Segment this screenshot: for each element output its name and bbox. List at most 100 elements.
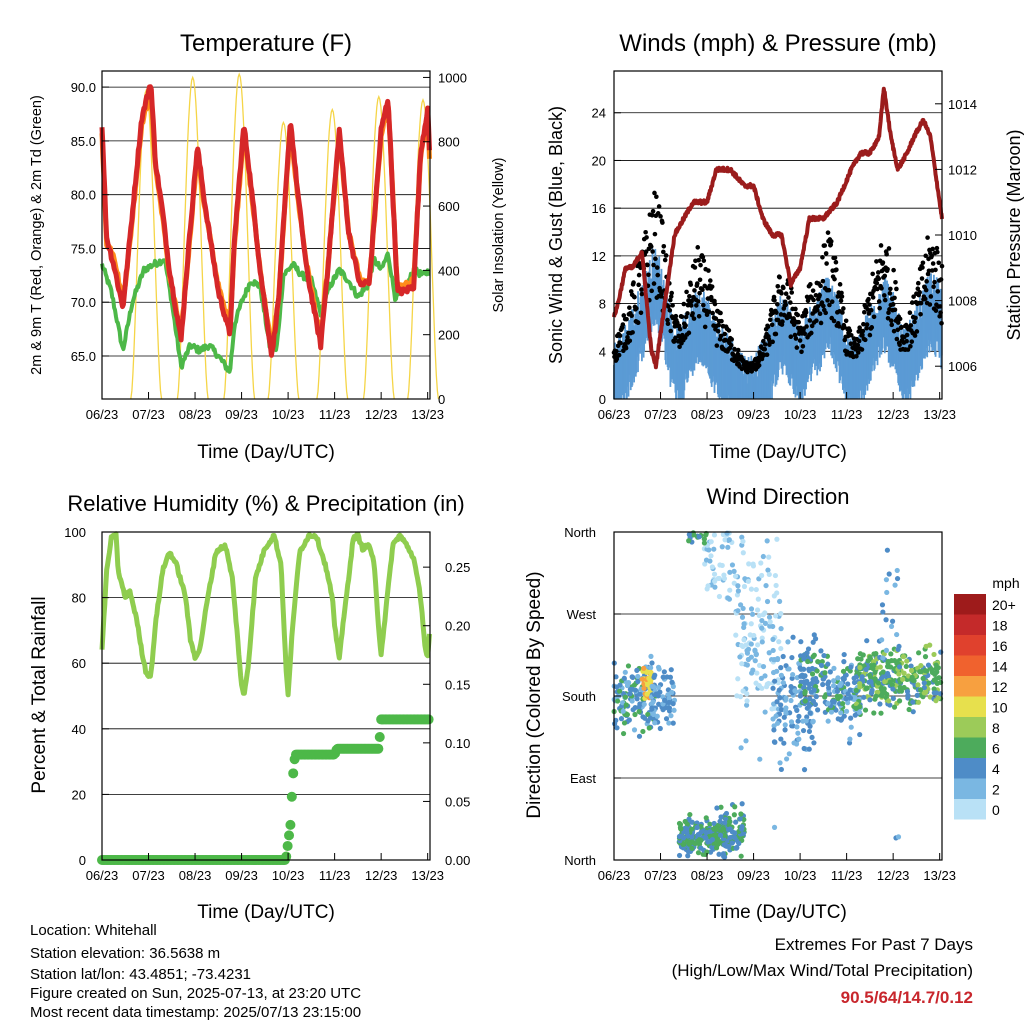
gust-point (920, 265, 925, 270)
wind-direction-point (831, 699, 837, 705)
wind-direction-point (735, 583, 741, 589)
wind-direction-point (774, 720, 781, 726)
gust-point (815, 304, 821, 309)
wind-direction-point (789, 654, 795, 661)
gust-point (870, 295, 876, 300)
wind-direction-point (762, 620, 769, 626)
wind-direction-point (614, 725, 620, 731)
wind-direction-point (908, 667, 915, 674)
winds-xtick-label: 11/23 (831, 407, 863, 422)
winds-ytick-label: 0 (599, 392, 606, 407)
precip-point (284, 830, 295, 841)
winds-xtick-label: 08/23 (691, 407, 724, 422)
wind-direction-point (795, 730, 801, 736)
wind-direction-point (748, 621, 754, 627)
wind-direction-point (737, 602, 744, 608)
wind-direction-point (676, 852, 683, 859)
wind-direction-point (621, 720, 628, 726)
wind-direction-point (705, 583, 711, 589)
wind-direction-point (732, 573, 739, 579)
gust-point (799, 349, 804, 355)
wind-direction-point (802, 673, 808, 679)
wind-direction-point (884, 670, 891, 677)
wind-direction-point (741, 583, 748, 590)
wind-direction-point (716, 851, 722, 857)
wind-direction-point (777, 695, 783, 701)
gust-point (732, 346, 737, 352)
wind-direction-point (736, 840, 742, 846)
wind-direction-point (846, 740, 853, 746)
wind-direction-point (680, 835, 687, 841)
wind-direction-point (853, 687, 859, 693)
wind-direction-point (855, 656, 861, 662)
wind-direction-point (775, 656, 781, 662)
wind-direction-point (877, 664, 883, 670)
wind-direction-xlabel: Time (Day/UTC) (709, 902, 847, 923)
gust-point (677, 326, 683, 332)
gust-point (616, 352, 622, 358)
colorbar-label: 10 (992, 700, 1008, 716)
wind-direction-point (818, 648, 824, 654)
wind-direction-point (685, 833, 691, 839)
gust-point (687, 293, 692, 299)
gust-point (668, 328, 674, 334)
gust-point (639, 291, 645, 297)
wind-direction-point (806, 746, 812, 752)
wind-direction-point (825, 661, 831, 667)
wind-direction-point (703, 835, 709, 841)
winds-ytick-label: 12 (592, 249, 606, 264)
wind-direction-point (714, 805, 720, 811)
gust-point (824, 261, 829, 266)
gust-point (876, 299, 882, 304)
solar-ytick-label: 200 (438, 328, 460, 343)
precip-ytick-label: 0.15 (445, 677, 470, 692)
wind-direction-point (740, 550, 746, 556)
solar-ytick-label: 1000 (438, 70, 467, 85)
gust-point (780, 319, 785, 324)
gust-point (797, 338, 803, 343)
wind-direction-point (926, 680, 932, 686)
wind-direction-point (924, 668, 930, 674)
wind-direction-point (741, 637, 747, 643)
colorbar-swatch (954, 758, 986, 779)
wind-direction-point (904, 688, 911, 695)
wind-direction-point (630, 707, 636, 713)
gust-point (681, 301, 687, 307)
gust-point (843, 318, 849, 324)
wind-direction-point (727, 826, 733, 832)
gust-point (677, 344, 682, 350)
wind-direction-point (774, 699, 780, 705)
footer-created: Figure created on Sun, 2025-07-13, at 23… (30, 985, 362, 1002)
gust-point (882, 293, 887, 298)
precip-ytick-label: 0.00 (445, 853, 470, 868)
wind-direction-point (906, 706, 912, 713)
wind-direction-point (686, 531, 692, 538)
gust-point (665, 321, 671, 326)
wind-direction-point (778, 736, 784, 742)
winds-xtick-label: 10/23 (784, 407, 817, 422)
solar-ytick-label: 0 (438, 392, 445, 407)
wind-direction-point (857, 704, 863, 710)
wind-direction-point (845, 681, 851, 687)
gust-point (821, 303, 826, 309)
wind-direction-point (763, 582, 769, 589)
winds-title: Winds (mph) & Pressure (mb) (619, 30, 936, 57)
wind-direction-point (825, 700, 831, 707)
wind-direction-point (896, 643, 902, 650)
colorbar-swatch (954, 778, 986, 799)
wind-direction-point (745, 578, 751, 584)
wind-direction-point (883, 617, 889, 623)
wind-direction-point (634, 667, 640, 673)
wind-direction-point (920, 675, 926, 682)
gust-point (700, 287, 705, 293)
gust-point (880, 260, 886, 265)
wind-direction-point (918, 663, 924, 669)
wind-direction-point (689, 845, 695, 851)
wind-direction-point (649, 706, 655, 712)
precip-point (281, 851, 292, 862)
wind-direction-point (731, 568, 737, 574)
temperature-ytick-label: 90.0 (71, 80, 96, 95)
winds-xtick-label: 13/23 (923, 407, 956, 422)
wind-direction-point (734, 693, 740, 699)
gust-point (818, 283, 823, 289)
